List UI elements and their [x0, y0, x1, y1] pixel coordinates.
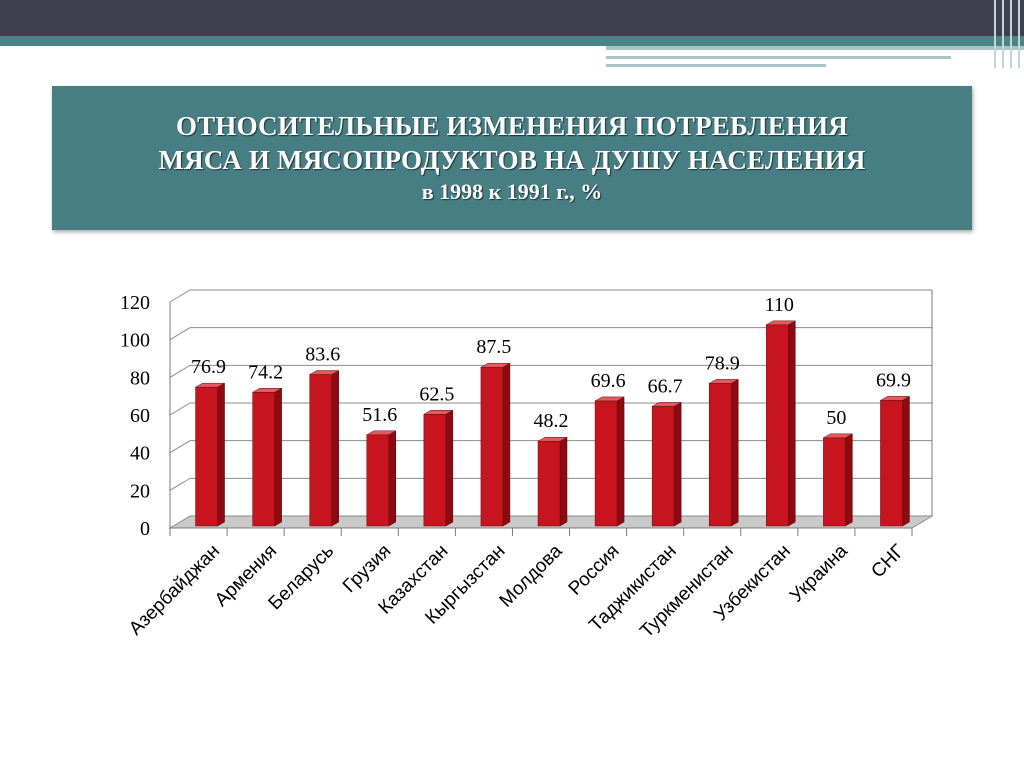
bar	[366, 434, 390, 527]
title-box: ОТНОСИТЕЛЬНЫЕ ИЗМЕНЕНИЯ ПОТРЕБЛЕНИЯ МЯСА…	[52, 86, 972, 230]
bar	[708, 383, 732, 527]
bar-top	[422, 410, 454, 415]
bar-top	[594, 396, 626, 402]
bar-side	[445, 409, 454, 527]
data-label: 66.7	[648, 375, 683, 397]
gridline	[169, 289, 932, 303]
y-tick-label: 40	[130, 443, 150, 465]
bar-top	[365, 430, 397, 436]
data-label: 74.2	[248, 361, 283, 383]
teal-band	[0, 36, 1024, 46]
title-line-2: МЯСА И МЯСОПРОДУКТОВ НА ДУШУ НАСЕЛЕНИЯ	[158, 145, 866, 175]
bar	[423, 414, 447, 527]
decor-line	[994, 0, 996, 68]
data-label: 87.5	[476, 336, 511, 358]
decor-stripe	[606, 56, 951, 59]
y-tick-label: 80	[130, 367, 150, 389]
bar-top	[651, 402, 683, 407]
bar	[651, 406, 675, 527]
category-label: Азербайджан	[125, 541, 224, 640]
bar	[252, 392, 275, 527]
y-tick-label: 0	[140, 518, 150, 540]
decor-line	[1002, 0, 1004, 68]
data-label: 78.9	[705, 352, 740, 374]
bar-top	[822, 433, 854, 439]
bar-side	[788, 320, 796, 527]
y-tick-label: 100	[120, 330, 150, 352]
title-line-1: ОТНОСИТЕЛЬНЫЕ ИЗМЕНЕНИЯ ПОТРЕБЛЕНИЯ	[175, 111, 849, 141]
data-label: 69.9	[876, 369, 911, 391]
data-label: 76.9	[191, 356, 226, 378]
bar	[594, 400, 618, 527]
bar-top	[765, 320, 797, 326]
subtitle: в 1998 к 1991 г., %	[421, 179, 603, 204]
y-tick-label: 20	[130, 480, 150, 502]
gridline	[169, 440, 932, 454]
bar	[823, 437, 846, 527]
bar-side	[845, 433, 853, 527]
category-label: Грузия	[339, 541, 395, 597]
bar	[480, 366, 504, 527]
gridline	[169, 477, 932, 491]
data-label: 51.6	[362, 404, 397, 426]
gridline	[169, 364, 932, 378]
bar-side	[331, 370, 339, 527]
gridline	[169, 402, 932, 416]
decor-line	[1010, 0, 1012, 68]
bar	[766, 324, 789, 527]
gridline	[169, 327, 932, 341]
bar	[309, 374, 332, 527]
category-label: СНГ	[867, 541, 909, 583]
bar-top	[879, 396, 911, 401]
bar	[195, 386, 218, 527]
bar-top	[479, 362, 511, 368]
y-tick-label: 60	[130, 405, 150, 427]
bar-side	[902, 395, 910, 527]
bar-top	[194, 382, 226, 388]
bar-side	[274, 387, 282, 527]
data-label: 50	[826, 407, 846, 429]
bar-top	[708, 379, 740, 384]
bar-side	[616, 396, 625, 527]
bar	[880, 400, 903, 527]
decor-stripe	[606, 46, 1024, 50]
y-tick-label: 120	[120, 292, 150, 314]
bar-side	[559, 436, 568, 527]
bar-side	[388, 430, 397, 527]
data-label: 62.5	[419, 383, 454, 405]
data-label: 83.6	[305, 344, 340, 366]
top-bar	[0, 0, 1024, 36]
plot-area	[170, 290, 932, 528]
category-label: Украина	[786, 540, 852, 606]
decor-stripe	[606, 64, 826, 67]
category-label: Молдова	[496, 540, 567, 611]
data-label: 48.2	[534, 410, 569, 432]
data-label: 69.6	[591, 370, 626, 392]
data-label: 110	[765, 294, 794, 316]
bar-top	[251, 388, 283, 393]
bar-side	[673, 401, 682, 527]
bar-top	[537, 436, 568, 442]
bar-side	[502, 362, 511, 527]
bar	[537, 440, 561, 527]
bar-side	[730, 378, 739, 527]
decor-line	[1018, 0, 1020, 68]
bar-side	[217, 382, 225, 527]
bar-top	[308, 370, 340, 375]
